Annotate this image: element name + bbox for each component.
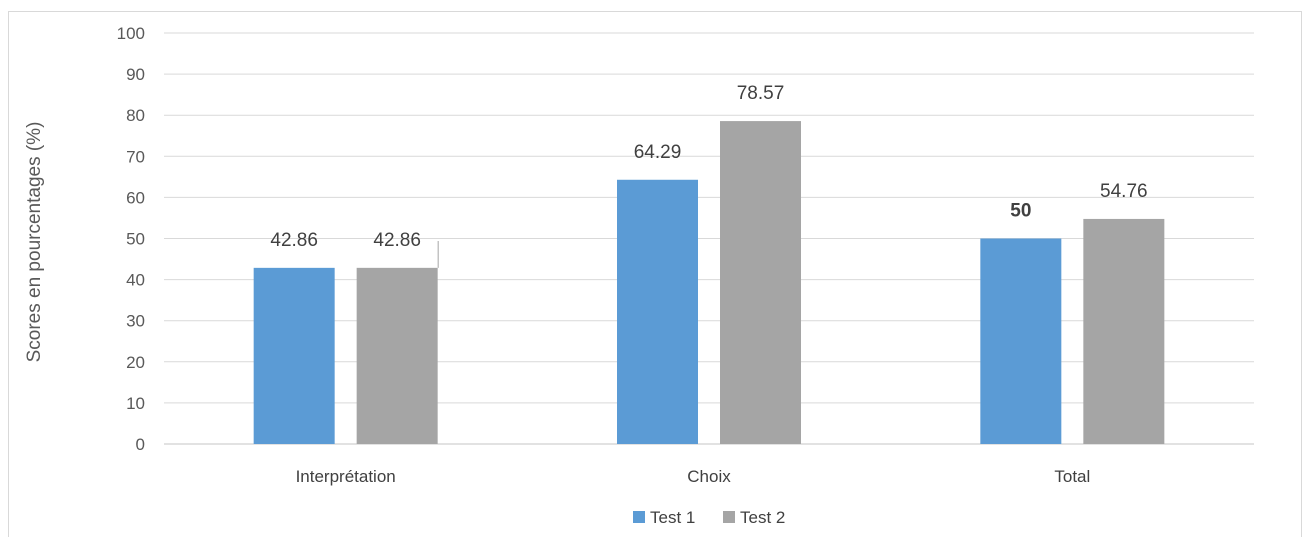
data-label: 42.86	[373, 230, 421, 251]
legend: Test 1 Test 2	[633, 508, 785, 527]
bar	[980, 238, 1062, 444]
bar	[356, 267, 438, 444]
y-tick-label: 100	[117, 24, 145, 43]
y-tick-label: 90	[126, 65, 145, 84]
data-labels: 42.86 42.86 64.29 78.57 50 54.76	[270, 83, 1148, 268]
y-axis-label: Scores en pourcentages (%)	[24, 122, 45, 363]
y-tick-label: 40	[126, 271, 145, 290]
data-label: 54.76	[1100, 181, 1148, 202]
legend-swatch	[723, 511, 735, 523]
y-tick-label: 50	[126, 230, 145, 249]
bar	[720, 121, 801, 444]
data-label: 50	[1010, 201, 1031, 222]
category-label: Interprétation	[296, 467, 396, 486]
data-label: 64.29	[634, 142, 682, 163]
category-labels: Interprétation Choix Total	[296, 467, 1091, 486]
bar	[253, 267, 335, 444]
y-axis-ticks: 0 10 20 30 40 50 60 70 80 90 100	[117, 24, 145, 454]
legend-swatch	[633, 511, 645, 523]
legend-label: Test 1	[650, 508, 695, 527]
bar	[1083, 218, 1165, 444]
y-tick-label: 60	[126, 188, 145, 207]
y-tick-label: 70	[126, 147, 145, 166]
data-label: 78.57	[737, 83, 785, 104]
y-tick-label: 20	[126, 353, 145, 372]
category-label: Choix	[687, 467, 731, 486]
bar	[617, 179, 698, 444]
data-label: 42.86	[270, 230, 318, 251]
chart-frame	[8, 11, 1302, 537]
y-tick-label: 80	[126, 106, 145, 125]
y-tick-label: 30	[126, 312, 145, 331]
legend-label: Test 2	[740, 508, 785, 527]
y-tick-label: 0	[136, 435, 145, 454]
category-label: Total	[1054, 467, 1090, 486]
bars	[253, 121, 1165, 444]
gridlines	[164, 32, 1254, 404]
y-tick-label: 10	[126, 394, 145, 413]
